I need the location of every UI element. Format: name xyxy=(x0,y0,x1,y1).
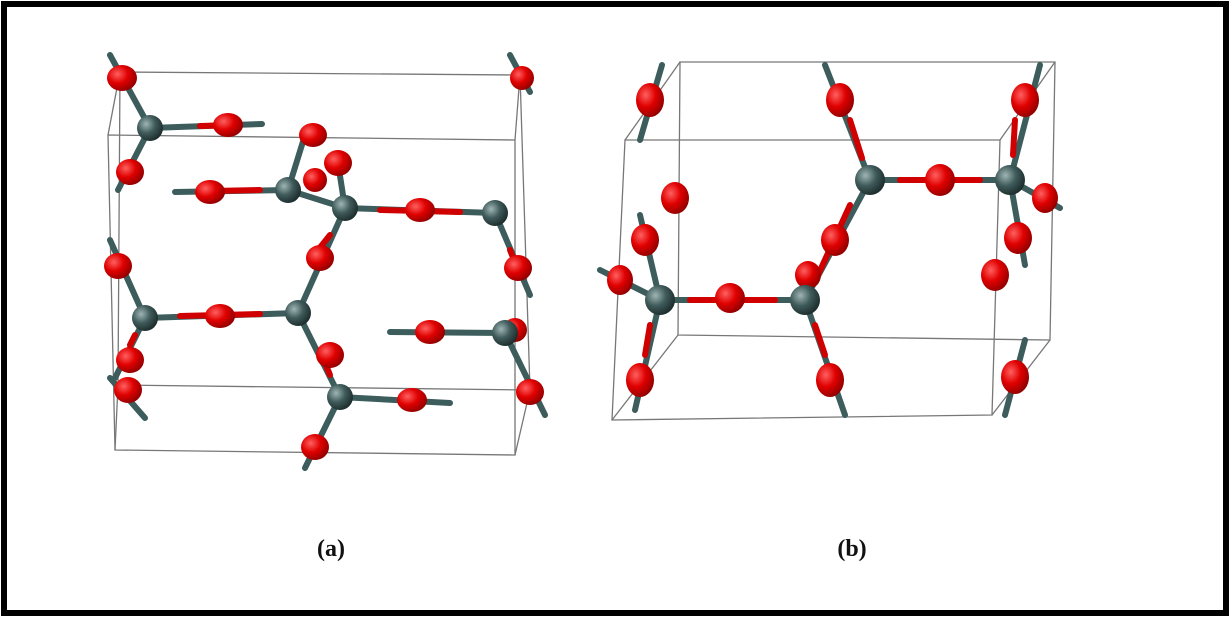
figure: (a) (b) xyxy=(0,0,1230,617)
panel-label: (a) xyxy=(317,536,345,562)
frame xyxy=(4,4,1226,613)
page: {"panels": [{"label": "(a)"}, {"label": … xyxy=(0,0,1230,617)
panel-label: (b) xyxy=(837,536,866,562)
